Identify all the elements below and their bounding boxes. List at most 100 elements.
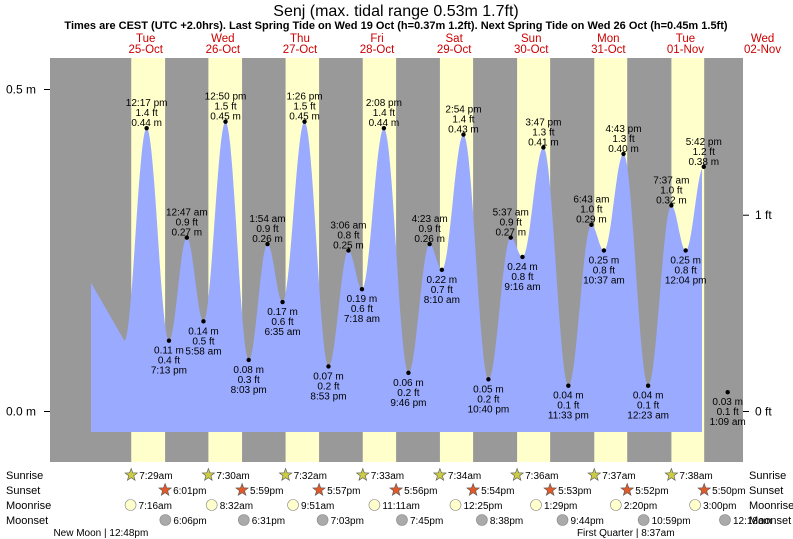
tide-point xyxy=(486,377,491,382)
sunset-icon xyxy=(620,482,635,497)
tide-time: 12:23 am xyxy=(627,411,669,422)
tide-point xyxy=(439,267,445,273)
moonrise-icon xyxy=(287,499,299,511)
tide-m: 0.03 m xyxy=(712,397,743,408)
tide-time: 12:04 pm xyxy=(665,276,707,287)
tide-point xyxy=(427,241,432,247)
day-date: 26-Oct xyxy=(206,44,241,56)
day-date: 25-Oct xyxy=(128,44,163,56)
tide-time: 3:47 pm xyxy=(525,117,561,128)
sunset-time: 6:01pm xyxy=(173,486,206,497)
tide-curve xyxy=(91,121,702,432)
chart-subtitle: Times are CEST (UTC +2.0hrs). Last Sprin… xyxy=(64,20,727,32)
sunset-row-label: Sunset xyxy=(6,485,40,497)
tide-point xyxy=(166,338,172,343)
sunrise-icon xyxy=(201,467,216,482)
sunrise-icon xyxy=(355,467,370,482)
tide-m: 0.26 m xyxy=(414,234,445,245)
tide-ft: 1.4 ft xyxy=(373,108,395,119)
tide-time: 9:16 am xyxy=(504,282,540,293)
tide-ft: 1.0 ft xyxy=(660,185,682,196)
tide-point xyxy=(326,364,331,369)
tide-time: 11:33 pm xyxy=(548,411,589,422)
tide-point xyxy=(265,241,270,247)
sunrise-time: 7:29am xyxy=(139,471,172,482)
tide-ft: 0.8 ft xyxy=(593,266,615,277)
tide-m: 0.45 m xyxy=(289,112,320,123)
day-name: Mon xyxy=(597,33,619,45)
y-left-label: 0.0 m xyxy=(6,405,36,419)
tide-ft: 0.4 ft xyxy=(158,356,180,367)
moon-phase: First Quarter | 8:37am xyxy=(577,528,675,539)
axes: 0.0 m 0.5 m 0 ft 1 ft xyxy=(6,58,793,462)
moonset-time: 7:03pm xyxy=(331,516,364,527)
moonrise-time: 3:00pm xyxy=(703,501,736,512)
tide-m: 0.27 m xyxy=(172,228,203,239)
day-date: 29-Oct xyxy=(437,44,472,56)
tide-ft: 1.5 ft xyxy=(293,102,315,113)
day-name: Wed xyxy=(751,33,774,45)
sunrise-time: 7:30am xyxy=(216,471,249,482)
tide-time: 5:42 pm xyxy=(686,137,722,148)
moonrise-time: 2:20pm xyxy=(624,501,657,512)
tide-m: 0.40 m xyxy=(608,144,639,155)
tide-point xyxy=(601,248,607,253)
sunset-time: 5:54pm xyxy=(481,486,514,497)
moonrise-time: 7:16am xyxy=(139,501,172,512)
tide-ft: 0.8 ft xyxy=(675,266,697,277)
tide-time: 6:35 am xyxy=(264,327,300,338)
tide-point xyxy=(246,357,251,363)
tide-m: 0.04 m xyxy=(553,391,584,402)
tide-m: 0.26 m xyxy=(252,234,283,245)
moonrise-time: 1:29pm xyxy=(544,501,577,512)
tide-time: 12:47 am xyxy=(166,208,208,219)
moonset-time: 7:45pm xyxy=(410,516,443,527)
moonset-row-label: Moonset xyxy=(6,515,48,527)
day-date: 27-Oct xyxy=(283,44,318,56)
sunrise-icon xyxy=(664,467,679,482)
tide-ft: 1.3 ft xyxy=(612,134,634,145)
tide-ft: 0.9 ft xyxy=(500,218,522,229)
tide-m: 0.19 m xyxy=(347,294,378,305)
tide-time: 10:37 am xyxy=(583,276,625,287)
tide-time: 7:13 pm xyxy=(151,366,187,377)
tide-point xyxy=(223,119,228,124)
tide-point xyxy=(346,248,351,253)
tide-point xyxy=(621,151,626,157)
moonrise-icon xyxy=(205,499,218,511)
moonset-row-label: Moonset xyxy=(749,515,791,527)
sunrise-time: 7:33am xyxy=(371,471,404,482)
sunset-icon xyxy=(235,482,250,497)
sunrise-time: 7:38am xyxy=(679,471,712,482)
tide-time: 7:37 am xyxy=(653,175,689,186)
tide-point xyxy=(144,125,149,131)
tide-m: 0.05 m xyxy=(473,384,504,395)
moonrise-time: 12:25pm xyxy=(463,501,502,512)
tide-point xyxy=(302,119,307,124)
moonset-icon xyxy=(159,514,172,526)
sunset-icon xyxy=(158,482,173,497)
tide-ft: 1.5 ft xyxy=(214,102,236,113)
day-name: Thu xyxy=(290,33,310,45)
tide-m: 0.38 m xyxy=(688,157,719,168)
sun-moon-rows: Sunrise Sunrise 7:29am 7:30am 7:32am 7:33am 7:… xyxy=(6,467,793,539)
tide-point xyxy=(701,164,706,169)
moonrise-icon xyxy=(368,499,381,511)
tide-ft: 0.1 ft xyxy=(637,401,659,412)
tide-m: 0.08 m xyxy=(233,365,264,376)
moonrise-row-label: Moonrise xyxy=(6,500,51,512)
tide-ft: 0.9 ft xyxy=(419,224,441,235)
day-name: Tue xyxy=(676,33,695,45)
sunrise-time: 7:34am xyxy=(448,471,481,482)
tide-m: 0.24 m xyxy=(507,262,538,273)
moonrise-icon xyxy=(124,499,137,511)
chart-title: Senj (max. tidal range 0.53m 1.7ft) xyxy=(273,3,518,20)
tide-ft: 0.8 ft xyxy=(337,231,359,242)
tide-m: 0.32 m xyxy=(656,195,687,206)
tide-point xyxy=(461,132,466,137)
day-name: Sat xyxy=(446,33,464,45)
tide-time: 3:06 am xyxy=(330,221,366,232)
moonrise-time: 8:32am xyxy=(220,501,253,512)
tide-ft: 1.3 ft xyxy=(532,127,554,138)
